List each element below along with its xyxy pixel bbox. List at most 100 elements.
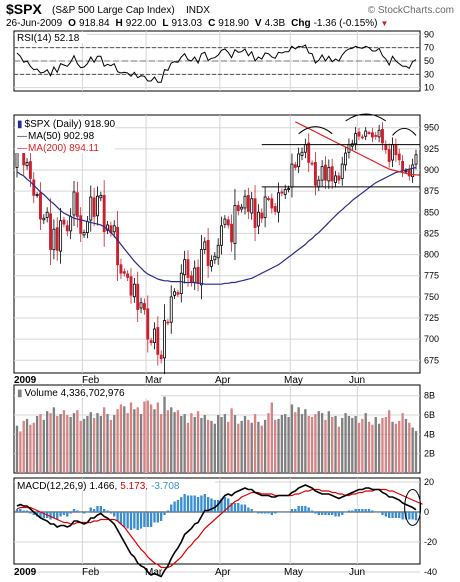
- candle-body: [72, 191, 76, 216]
- volume-bar: [39, 414, 42, 473]
- candle-body: [153, 328, 156, 343]
- volume-bar: [190, 413, 193, 473]
- volume-bar: [92, 417, 96, 473]
- ma50-line: [16, 166, 417, 285]
- candle-body: [216, 244, 220, 259]
- volume-bar: [109, 419, 113, 473]
- x-axis-year-label-macd: 2009: [14, 567, 37, 578]
- volume-bar: [408, 422, 411, 473]
- macd-histogram-bar: [381, 512, 384, 515]
- chart-exchange: INDX: [186, 5, 210, 16]
- candle-body: [179, 272, 183, 294]
- volume-bar: [86, 416, 89, 473]
- candle-body: [273, 206, 277, 212]
- high-label: H: [116, 18, 123, 29]
- x-axis-month-feb-price: Feb: [82, 375, 100, 386]
- candle-body: [411, 164, 415, 178]
- macd-histogram-bar: [277, 512, 280, 513]
- candle-body: [173, 291, 177, 296]
- candle-body: [223, 218, 227, 225]
- volume-bar: [230, 408, 233, 473]
- candle-body: [85, 221, 89, 233]
- volume-bar: [173, 412, 176, 473]
- candle-body: [317, 179, 321, 188]
- volume-bar: [49, 413, 52, 473]
- candle-body: [139, 302, 143, 309]
- candle-body: [330, 166, 334, 182]
- volume-bar: [274, 419, 277, 473]
- candle-body: [256, 211, 260, 227]
- chart-name: (S&P 500 Large Cap Index): [52, 5, 175, 16]
- rsi-series: [14, 44, 420, 83]
- change-down-marker: ▼: [381, 19, 389, 28]
- pattern-annotations: [261, 113, 422, 526]
- volume-bar: [263, 419, 267, 473]
- volume-bar: [277, 418, 280, 473]
- candle-body: [112, 225, 116, 233]
- macd-histogram-bar: [76, 510, 79, 512]
- macd-histogram-bar: [257, 512, 260, 514]
- x-axis-month-jun-macd: Jun: [349, 567, 365, 578]
- candle-body: [206, 239, 210, 266]
- candle-body: [122, 271, 126, 274]
- candle-body: [280, 191, 284, 194]
- macd-histogram-bar: [62, 512, 66, 515]
- macd-histogram-bar: [357, 509, 361, 512]
- volume-bar: [123, 406, 126, 473]
- candle-body: [119, 264, 123, 274]
- x-axis-month-may-macd: May: [284, 567, 303, 578]
- volume-bar: [367, 421, 371, 473]
- candle-body: [267, 198, 270, 200]
- candle-body: [404, 170, 408, 173]
- macd-histogram-bar: [374, 512, 377, 513]
- price-series: [15, 121, 420, 375]
- candle-body: [320, 166, 324, 181]
- volume-bar: [401, 413, 404, 473]
- volume-bar: [139, 414, 143, 473]
- volume-bar: [247, 419, 250, 473]
- volume-bar: [381, 417, 384, 473]
- pattern-arc: [392, 127, 417, 136]
- volume-bar: [307, 416, 310, 473]
- volume-bar: [160, 414, 163, 473]
- volume-panel-frame: [13, 384, 421, 474]
- volume-bar: [260, 425, 263, 473]
- volume-bar: [357, 422, 361, 473]
- low-value: 913.03: [171, 18, 202, 29]
- chart-symbol: $SPX: [6, 1, 42, 17]
- volume-bar: [25, 418, 29, 473]
- macd-histogram-bar: [200, 495, 203, 512]
- candle-body: [243, 195, 247, 209]
- volume-bar: [153, 409, 156, 473]
- macd-histogram-bar: [173, 501, 176, 512]
- candle-body: [387, 149, 391, 162]
- high-value: 922.00: [126, 18, 157, 29]
- macd-histogram-bar: [233, 503, 237, 512]
- x-axis-month-apr-price: Apr: [215, 375, 231, 386]
- macd-histogram-bar: [19, 509, 22, 512]
- candle-body: [129, 276, 133, 296]
- macd-histogram-bar: [123, 512, 126, 527]
- candle-body: [213, 255, 217, 261]
- macd-histogram-bar: [42, 512, 45, 518]
- candle-body: [370, 132, 374, 138]
- volume-bar: [163, 396, 166, 473]
- candle-body: [196, 266, 200, 284]
- candle-body: [233, 205, 237, 244]
- low-label: L: [162, 18, 168, 29]
- macd-histogram-bar: [79, 512, 82, 513]
- macd-histogram-bar: [327, 512, 330, 515]
- macd-histogram-bar: [166, 510, 170, 512]
- macd-series: [14, 484, 423, 578]
- macd-histogram-bar: [99, 506, 102, 512]
- candle-body: [283, 189, 287, 195]
- rsi-legend: RSI(14) 52.18: [17, 33, 80, 44]
- candle-body: [203, 241, 207, 250]
- macd-histogram-bar: [290, 509, 294, 512]
- macd-histogram-bar: [260, 512, 263, 514]
- candle-body: [357, 131, 361, 137]
- x-axis-month-mar-macd: Mar: [145, 567, 163, 578]
- volume-bar: [126, 413, 129, 473]
- candle-body: [394, 144, 398, 156]
